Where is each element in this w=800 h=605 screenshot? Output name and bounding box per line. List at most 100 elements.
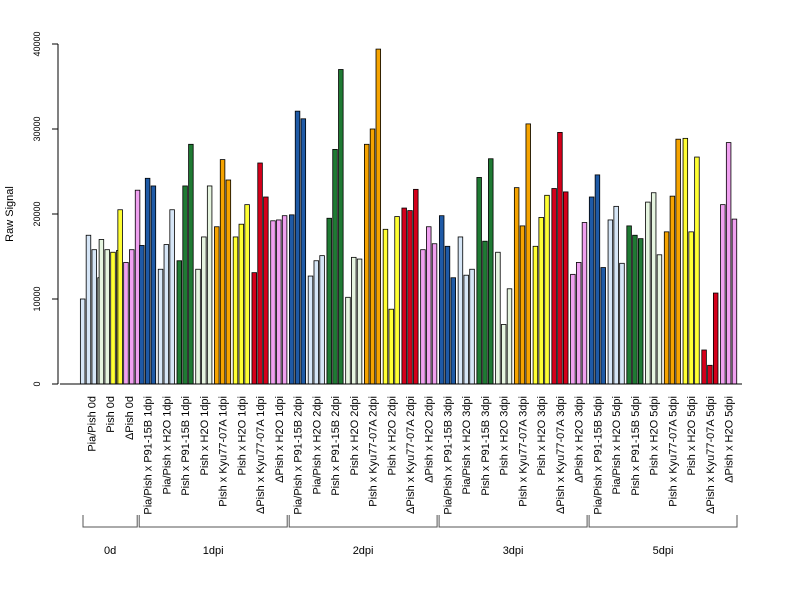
bar [238, 223, 245, 385]
x-tick-label: Pish x H2O 5dpi [686, 396, 698, 475]
bar [444, 245, 451, 385]
bar [332, 148, 338, 385]
group-bracket [438, 515, 588, 528]
bar [300, 118, 307, 385]
x-tick-label: ΔPish x H2O 2dpi [424, 396, 436, 483]
bar [701, 349, 707, 385]
bar [369, 128, 376, 385]
bar [613, 205, 619, 385]
x-tick-label: ΔPish x Kyu77-07A 5dpi [705, 396, 717, 514]
bar [669, 195, 676, 385]
x-tick-label: ΔPish 0d [124, 396, 136, 440]
x-tick-label: Pish x H2O 3dpi [499, 396, 511, 475]
x-tick-label: Pish x Kyu77-07A 2dpi [368, 396, 380, 507]
bar [638, 238, 644, 385]
bar [420, 249, 426, 385]
y-axis: 0 10000 20000 30000 40000 [32, 31, 59, 387]
bar [457, 236, 464, 385]
bar [201, 236, 207, 385]
y-axis-label: Raw Signal [4, 186, 16, 242]
x-tick-label: ΔPish x H2O 1dpi [274, 396, 286, 483]
x-tick-label: Pish 0d [105, 396, 117, 433]
group-brackets: 0d 1dpi 2dpi 3dpi 5dpi [82, 515, 738, 557]
bar [85, 234, 92, 385]
y-tick-label: 40000 [32, 31, 42, 56]
bar [731, 218, 738, 385]
bar [319, 255, 325, 385]
bar [294, 110, 301, 385]
bar [495, 251, 501, 385]
bar [263, 196, 269, 385]
x-tick-label: ΔPish x Kyu77-07A 3dpi [555, 396, 567, 514]
x-tick-label: Pish x P91-15B 2dpi [330, 396, 342, 496]
x-tick-label: Pish x P91-15B 3dpi [480, 396, 492, 496]
x-tick-label: Pia/Pish x P91-15B 3dpi [442, 396, 454, 515]
bar [79, 298, 86, 385]
bar [607, 219, 614, 385]
group-label: 1dpi [203, 545, 224, 557]
bar [431, 243, 438, 385]
bar [206, 185, 213, 385]
bar [257, 162, 263, 385]
bar [356, 258, 363, 385]
bar [588, 196, 595, 385]
bar [214, 226, 220, 385]
group-label: 0d [104, 545, 116, 557]
x-tick-label: Pish x H2O 5dpi [649, 396, 661, 475]
bar [656, 254, 663, 385]
bar [675, 138, 681, 385]
x-tick-label: ΔPish x Kyu77-07A 2dpi [405, 396, 417, 514]
bar [281, 215, 288, 385]
bar [544, 194, 550, 385]
bar [150, 185, 157, 385]
x-tick-label: Pia/Pish x P91-15B 5dpi [592, 396, 604, 515]
bar [232, 236, 239, 385]
bar [338, 69, 344, 385]
bar [104, 249, 110, 385]
bar [129, 249, 135, 385]
y-tick-label: 0 [32, 381, 42, 386]
bar [163, 244, 170, 385]
bar [91, 249, 97, 385]
bar [195, 268, 201, 385]
bar [139, 245, 145, 385]
bar [663, 231, 670, 385]
bar [538, 216, 544, 385]
x-tick-label: Pish x H2O 1dpi [236, 396, 248, 475]
bar [157, 268, 164, 385]
x-tick-label: Pia/Pish x H2O 1dpi [161, 396, 173, 494]
bar [563, 191, 569, 385]
bar [720, 204, 726, 385]
bar [313, 260, 319, 385]
x-tick-label: ΔPish x H2O 5dpi [724, 396, 736, 483]
group-label: 3dpi [503, 545, 524, 557]
bar [694, 156, 700, 385]
bar [600, 267, 606, 385]
bar [176, 260, 182, 385]
bar [707, 364, 713, 385]
x-tick-labels: Pia/Pish 0d Pish 0d ΔPish 0d Pia/Pish x P91… [86, 396, 735, 515]
x-tick-label: Pish x H2O 3dpi [536, 396, 548, 475]
bar [326, 217, 332, 385]
bar [98, 239, 105, 385]
bar [351, 256, 357, 385]
bar [581, 222, 588, 385]
group-bracket [288, 515, 438, 528]
bar [682, 137, 689, 385]
bar [244, 204, 250, 385]
bar [188, 143, 194, 385]
bar [413, 188, 419, 385]
bar [650, 192, 657, 385]
x-tick-label: ΔPish x Kyu77-07A 1dpi [255, 396, 267, 514]
bar [450, 277, 456, 385]
group-label: 2dpi [353, 545, 374, 557]
group-label: 5dpi [653, 545, 674, 557]
bar [501, 324, 507, 385]
bar [345, 296, 351, 385]
group-bracket [138, 515, 288, 528]
x-tick-label: Pish x H2O 1dpi [199, 396, 211, 475]
group-bracket [82, 515, 138, 528]
bar [382, 228, 389, 385]
x-tick-label: Pia/Pish x P91-15B 2dpi [293, 396, 305, 515]
